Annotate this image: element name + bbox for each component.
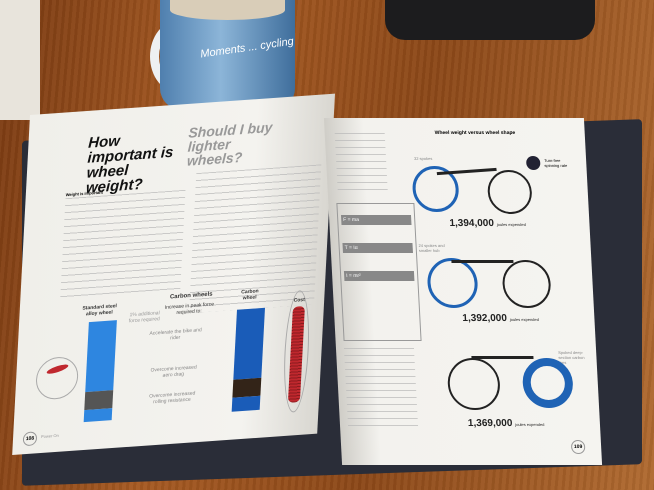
joules-unit: joules expended — [515, 422, 545, 427]
carbon-wheel-label: Carbon wheel — [240, 288, 259, 302]
bike-2-label: 24 spokes and smaller hub — [418, 243, 445, 253]
carbon-bar-accelerate — [233, 307, 265, 380]
bike-1-label: 32 spokes — [413, 156, 433, 161]
spinning-wheel-icon — [525, 156, 541, 170]
bike-2-rear-wheel — [426, 258, 479, 308]
bike-3-front-wheel-deep-rim — [521, 358, 575, 408]
bike-3-rear-wheel — [446, 358, 502, 410]
figure-heading: Wheel weight versus wheel shape — [434, 130, 516, 136]
legend-label: Turn-free spinning rate — [544, 158, 568, 168]
formula: T = Iα — [342, 243, 413, 253]
bike-2-front-wheel — [501, 260, 552, 308]
formula: F = ma — [340, 215, 412, 225]
coin-stack-large — [287, 306, 305, 403]
page-subtitle: Should I buy lighter wheels? — [186, 118, 273, 169]
standard-wheel-label: Standard steel alloy wheel — [82, 303, 118, 318]
standard-bar-accelerate — [85, 320, 117, 393]
page-number-right: 109 — [570, 440, 586, 454]
formula: I = mr² — [343, 271, 415, 281]
body-column-1 — [60, 189, 186, 299]
joules-value: 1,394,000 — [449, 218, 495, 229]
annotation-drag: Overcome increased aero drag — [150, 364, 197, 379]
cost-circle-large: Cost — [281, 289, 312, 414]
coffee-foam — [170, 0, 285, 20]
bike-2-joules: 1,392,000 joules expended — [462, 313, 539, 324]
bike-3-joules: 1,369,000 joules expended — [468, 418, 545, 429]
joules-unit: joules expended — [509, 317, 540, 322]
coin-stack-small — [46, 362, 69, 376]
bike-1-front-wheel — [486, 170, 533, 214]
joules-unit: joules expended — [496, 222, 527, 227]
black-bag-strap — [385, 0, 595, 40]
bike-1-joules: 1,394,000 joules expended — [449, 218, 526, 229]
conclusion-text — [343, 348, 419, 428]
carbon-bar-drag — [232, 377, 262, 398]
wall — [0, 0, 40, 120]
page-number-left: 108 — [22, 431, 38, 447]
footer-label: Power On — [40, 432, 59, 440]
left-page: How important is wheel weight? Should I … — [12, 93, 335, 455]
standard-bar-drag — [84, 390, 114, 411]
carbon-bar-rolling — [231, 395, 261, 412]
chart-subtitle: Increase in peak force required to: — [164, 301, 215, 316]
cost-circle-small — [34, 355, 80, 401]
intro-text — [334, 133, 388, 193]
right-page: F = ma T = Iα I = mr² Wheel weight versu… — [323, 118, 603, 465]
joules-value: 1,392,000 — [462, 313, 508, 324]
formula-box: F = ma T = Iα I = mr² — [336, 203, 422, 341]
standard-bar-rolling — [83, 408, 113, 423]
annotation-accelerate: Accelerate the bike and rider — [149, 327, 202, 342]
annotation-rolling: Overcome increased rolling resistance — [149, 390, 196, 406]
force-note: 1% additional force required — [128, 310, 160, 325]
bike-3-frame — [471, 356, 534, 359]
joules-value: 1,369,000 — [467, 418, 513, 429]
page-title: How important is wheel weight? — [85, 132, 174, 197]
bike-2-frame — [451, 260, 514, 263]
